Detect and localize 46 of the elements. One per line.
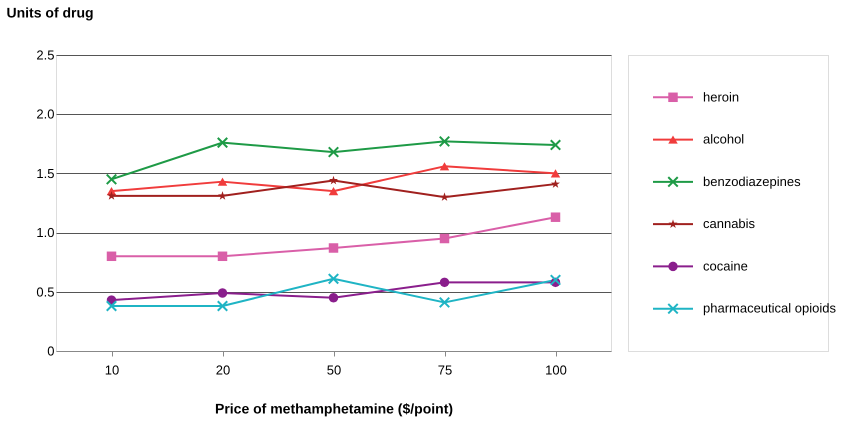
legend-label: cocaine [703,258,748,274]
point [218,252,228,262]
x-axis-title: Price of methamphetamine ($/point) [214,400,454,416]
point [550,169,560,178]
point [550,139,562,151]
x-tick-label: 50 [326,362,342,378]
y-tick-label: 1.5 [36,166,54,181]
point [550,212,560,222]
legend-label: pharmaceutical opioids [703,300,836,316]
legend-label: benzodiazepines [703,174,802,189]
point [106,191,116,200]
point [328,243,338,253]
legend-label: alcohol [703,132,744,147]
point [328,146,340,158]
point [216,136,228,148]
point [440,192,450,201]
point [218,191,228,200]
point [440,234,450,244]
x-tick-label: 10 [104,362,120,378]
point [438,296,450,308]
point [328,176,338,184]
point [440,278,450,288]
point [440,162,450,170]
point [328,187,338,196]
point [106,174,118,186]
point [328,273,340,285]
point [106,252,116,262]
y-axis-title: Units of drug [6,4,94,20]
x-tick-label: 100 [545,362,567,378]
point [218,178,228,186]
y-tick-label: 2.5 [36,48,54,62]
point [550,179,560,188]
legend-label: cannabis [703,216,756,232]
legend-label: heroin [703,89,740,104]
point [550,274,562,286]
point [438,136,450,148]
y-tick-label: 2.0 [36,106,54,122]
x-tick-label: 20 [216,362,230,378]
y-tick-label: 0.5 [36,284,54,300]
y-tick-label: 0 [47,344,54,358]
point [328,292,338,302]
y-tick-label: 1.0 [36,225,54,240]
point [218,288,228,298]
x-tick-label: 75 [438,362,452,378]
point [106,300,118,312]
point [216,300,228,312]
